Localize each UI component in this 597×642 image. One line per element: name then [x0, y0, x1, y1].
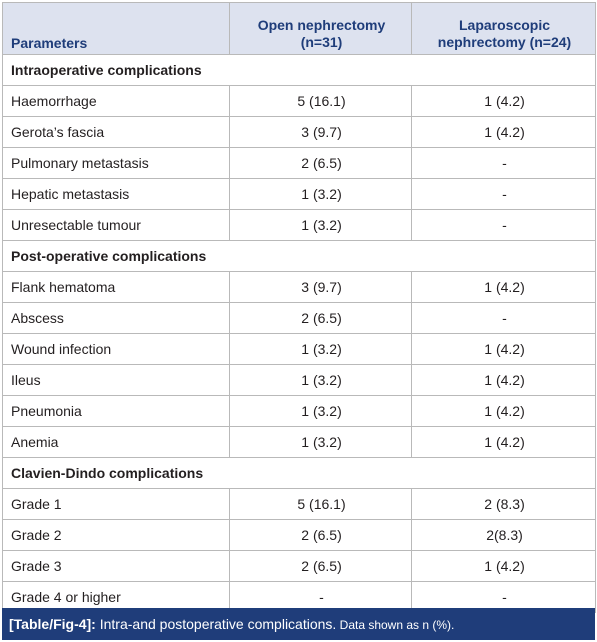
section-row: Post-operative complications [2, 240, 596, 272]
section-row: Intraoperative complications [2, 54, 596, 86]
cell-open-nephrectomy: 5 (16.1) [229, 488, 412, 520]
cell-open-nephrectomy: 1 (3.2) [229, 333, 412, 365]
table-row: Unresectable tumour 1 (3.2) - [2, 209, 596, 241]
table-row: Pneumonia 1 (3.2) 1 (4.2) [2, 395, 596, 427]
table-row: Gerota’s fascia 3 (9.7) 1 (4.2) [2, 116, 596, 148]
cell-laparoscopic-nephrectomy: - [411, 147, 596, 179]
cell-parameter: Pneumonia [2, 395, 230, 427]
table-row: Ileus 1 (3.2) 1 (4.2) [2, 364, 596, 396]
caption-label: [Table/Fig-4]: [9, 616, 96, 632]
table-row: Pulmonary metastasis 2 (6.5) - [2, 147, 596, 179]
cell-parameter: Pulmonary metastasis [2, 147, 230, 179]
caption-note: Data shown as n (%). [336, 618, 455, 632]
cell-open-nephrectomy: 2 (6.5) [229, 302, 412, 334]
table-row: Wound infection 1 (3.2) 1 (4.2) [2, 333, 596, 365]
caption-text: Intra-and postoperative complications. [95, 616, 337, 632]
cell-laparoscopic-nephrectomy: 2(8.3) [411, 519, 596, 551]
section-title: Post-operative complications [2, 240, 596, 272]
section-title: Intraoperative complications [2, 54, 596, 86]
section-row: Clavien-Dindo complications [2, 457, 596, 489]
cell-laparoscopic-nephrectomy: 1 (4.2) [411, 85, 596, 117]
cell-open-nephrectomy: 1 (3.2) [229, 364, 412, 396]
table-row: Abscess 2 (6.5) - [2, 302, 596, 334]
cell-laparoscopic-nephrectomy: - [411, 178, 596, 210]
cell-parameter: Gerota’s fascia [2, 116, 230, 148]
cell-open-nephrectomy: - [229, 581, 412, 613]
cell-open-nephrectomy: 1 (3.2) [229, 426, 412, 458]
cell-laparoscopic-nephrectomy: - [411, 581, 596, 613]
cell-parameter: Grade 2 [2, 519, 230, 551]
table-row: Flank hematoma 3 (9.7) 1 (4.2) [2, 271, 596, 303]
cell-parameter: Haemorrhage [2, 85, 230, 117]
cell-open-nephrectomy: 2 (6.5) [229, 519, 412, 551]
cell-open-nephrectomy: 3 (9.7) [229, 271, 412, 303]
header-laparoscopic-nephrectomy: Laparoscopic nephrectomy (n=24) [411, 2, 596, 55]
cell-laparoscopic-nephrectomy: - [411, 209, 596, 241]
cell-parameter: Grade 4 or higher [2, 581, 230, 613]
table-row: Anemia 1 (3.2) 1 (4.2) [2, 426, 596, 458]
cell-open-nephrectomy: 1 (3.2) [229, 178, 412, 210]
header-lap-line2: nephrectomy (n=24) [437, 34, 572, 50]
cell-open-nephrectomy: 2 (6.5) [229, 550, 412, 582]
table-row: Grade 4 or higher - - [2, 581, 596, 613]
cell-open-nephrectomy: 2 (6.5) [229, 147, 412, 179]
figure-caption: [Table/Fig-4]: Intra-and postoperative c… [2, 608, 595, 640]
header-open-nephrectomy: Open nephrectomy (n=31) [229, 2, 412, 55]
cell-laparoscopic-nephrectomy: - [411, 302, 596, 334]
cell-laparoscopic-nephrectomy: 1 (4.2) [411, 426, 596, 458]
complications-table: Parameters Open nephrectomy (n=31) Lapar… [2, 2, 596, 613]
header-lap-line1: Laparoscopic [458, 17, 551, 33]
cell-open-nephrectomy: 1 (3.2) [229, 395, 412, 427]
cell-laparoscopic-nephrectomy: 2 (8.3) [411, 488, 596, 520]
cell-laparoscopic-nephrectomy: 1 (4.2) [411, 364, 596, 396]
cell-open-nephrectomy: 3 (9.7) [229, 116, 412, 148]
cell-parameter: Hepatic metastasis [2, 178, 230, 210]
table-body: Intraoperative complications Haemorrhage 5… [2, 54, 596, 613]
header-open-line1: Open nephrectomy [257, 17, 386, 33]
header-parameters: Parameters [2, 2, 230, 55]
cell-parameter: Wound infection [2, 333, 230, 365]
cell-laparoscopic-nephrectomy: 1 (4.2) [411, 271, 596, 303]
cell-parameter: Grade 3 [2, 550, 230, 582]
header-row: Parameters Open nephrectomy (n=31) Lapar… [2, 2, 596, 55]
cell-parameter: Grade 1 [2, 488, 230, 520]
cell-parameter: Ileus [2, 364, 230, 396]
table-row: Haemorrhage 5 (16.1) 1 (4.2) [2, 85, 596, 117]
cell-parameter: Unresectable tumour [2, 209, 230, 241]
cell-laparoscopic-nephrectomy: 1 (4.2) [411, 395, 596, 427]
section-title: Clavien-Dindo complications [2, 457, 596, 489]
cell-laparoscopic-nephrectomy: 1 (4.2) [411, 333, 596, 365]
cell-open-nephrectomy: 5 (16.1) [229, 85, 412, 117]
cell-parameter: Anemia [2, 426, 230, 458]
table-row: Hepatic metastasis 1 (3.2) - [2, 178, 596, 210]
header-open-line2: (n=31) [300, 34, 343, 50]
cell-laparoscopic-nephrectomy: 1 (4.2) [411, 116, 596, 148]
cell-laparoscopic-nephrectomy: 1 (4.2) [411, 550, 596, 582]
cell-open-nephrectomy: 1 (3.2) [229, 209, 412, 241]
cell-parameter: Flank hematoma [2, 271, 230, 303]
cell-parameter: Abscess [2, 302, 230, 334]
